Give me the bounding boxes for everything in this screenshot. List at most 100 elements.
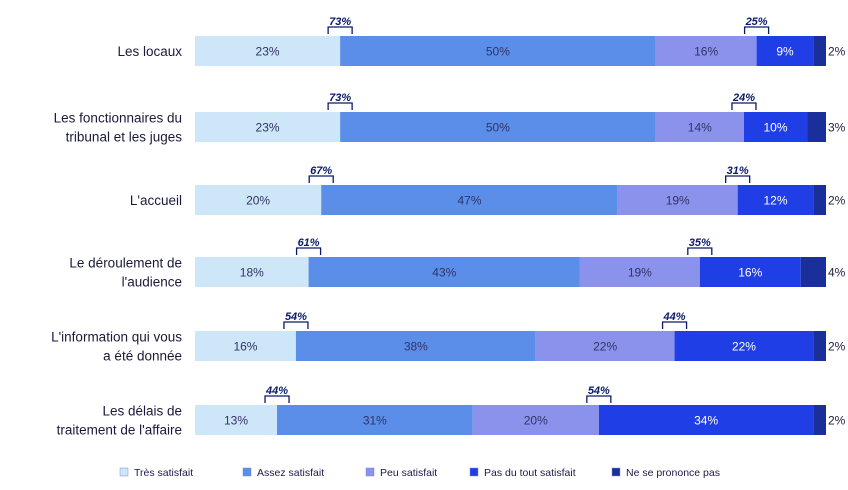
data-label: 16% (233, 340, 257, 354)
data-label: 16% (738, 266, 762, 280)
bar-segment (277, 405, 473, 435)
bar-segment (655, 112, 744, 142)
bar-segment (195, 405, 278, 435)
total-label: 44% (265, 385, 288, 397)
data-label: 18% (240, 266, 264, 280)
bar-segment (756, 36, 814, 66)
total-bracket (327, 102, 353, 110)
bar-segment (195, 112, 341, 142)
bar-segment (295, 331, 536, 361)
legend-swatch (611, 467, 621, 477)
data-label: 12% (764, 194, 788, 208)
bar-segment (308, 257, 580, 287)
data-label: 47% (457, 194, 481, 208)
bar-segment (340, 36, 656, 66)
data-label: 20% (524, 414, 548, 428)
data-label: 2% (828, 194, 846, 208)
legend-swatch (119, 467, 129, 477)
data-label: 9% (776, 45, 794, 59)
total-label: 54% (285, 311, 307, 323)
data-label: 38% (404, 340, 428, 354)
category-label: l'audience (122, 275, 182, 290)
legend-swatch (242, 467, 252, 477)
data-label: 2% (828, 340, 846, 354)
bar-segment (579, 257, 700, 287)
data-label: 2% (828, 45, 846, 59)
total-bracket (283, 321, 309, 329)
bar-segment (617, 185, 738, 215)
data-label: 20% (246, 194, 270, 208)
legend-label: Très satisfait (134, 467, 193, 479)
data-label: 10% (764, 121, 788, 135)
bar-segment (472, 405, 599, 435)
bar-segment (321, 185, 618, 215)
data-label: 22% (593, 340, 617, 354)
bar-segment (195, 185, 322, 215)
data-label: 23% (256, 121, 280, 135)
data-label: 23% (256, 45, 280, 59)
bar-segment (195, 36, 341, 66)
data-label: 16% (694, 45, 718, 59)
bar-segment (535, 331, 675, 361)
total-bracket (295, 247, 322, 255)
total-bracket (725, 175, 751, 183)
total-label: 73% (329, 92, 351, 104)
category-label: Le déroulement de (69, 256, 182, 271)
total-label: 31% (727, 165, 749, 177)
category-label: traitement de l'affaire (57, 423, 182, 438)
total-bracket (731, 102, 757, 110)
legend-swatch (469, 467, 479, 477)
total-bracket (264, 395, 290, 403)
legend-swatch (365, 467, 375, 477)
bar-segment (340, 112, 656, 142)
data-label: 50% (486, 121, 510, 135)
data-label: 34% (694, 414, 718, 428)
total-bracket (586, 395, 612, 403)
total-bracket (743, 26, 770, 34)
bar-segment (737, 185, 814, 215)
total-bracket (687, 247, 713, 255)
bars-layer: Les locaux 23% 50% 16% 9% 2% 73% 25% Les fonctio… (51, 16, 846, 438)
bar-segment (807, 112, 826, 142)
total-label: 24% (732, 92, 755, 104)
total-bracket (661, 321, 688, 329)
data-label: 19% (666, 194, 690, 208)
data-label: 2% (828, 414, 846, 428)
total-label: 35% (689, 237, 711, 249)
legend-label: Ne se prononce pas (626, 467, 720, 479)
total-label: 73% (329, 16, 351, 28)
data-label: 19% (628, 266, 652, 280)
data-label: 43% (432, 266, 456, 280)
bar-segment (699, 257, 801, 287)
total-bracket (327, 26, 353, 34)
data-label: 13% (224, 414, 248, 428)
total-bracket (308, 175, 334, 183)
bar-segment (195, 331, 296, 361)
category-label: Les délais de (102, 404, 182, 419)
data-label: 31% (363, 414, 387, 428)
bar-segment (800, 257, 826, 287)
bar-segment (813, 331, 826, 361)
category-label: a été donnée (103, 349, 182, 364)
category-label: L'accueil (130, 193, 182, 208)
total-label: 61% (298, 237, 320, 249)
data-label: 14% (688, 121, 712, 135)
category-label: Les locaux (117, 44, 182, 59)
total-label: 54% (588, 385, 610, 397)
legend: Très satisfait Assez satisfait Peu satisfa… (119, 467, 720, 479)
total-label: 25% (745, 16, 768, 28)
legend-label: Assez satisfait (257, 467, 324, 479)
category-label: L'information qui vous (51, 330, 182, 345)
legend-label: Pas du tout satisfait (484, 467, 576, 479)
bar-segment (813, 405, 826, 435)
bar-segment (813, 185, 826, 215)
data-label: 3% (828, 121, 846, 135)
legend-label: Peu satisfait (380, 467, 437, 479)
data-label: 22% (732, 340, 756, 354)
bar-segment (655, 36, 757, 66)
bar-segment (674, 331, 814, 361)
bar-segment (743, 112, 808, 142)
bar-segment (195, 257, 309, 287)
data-label: 4% (828, 266, 846, 280)
